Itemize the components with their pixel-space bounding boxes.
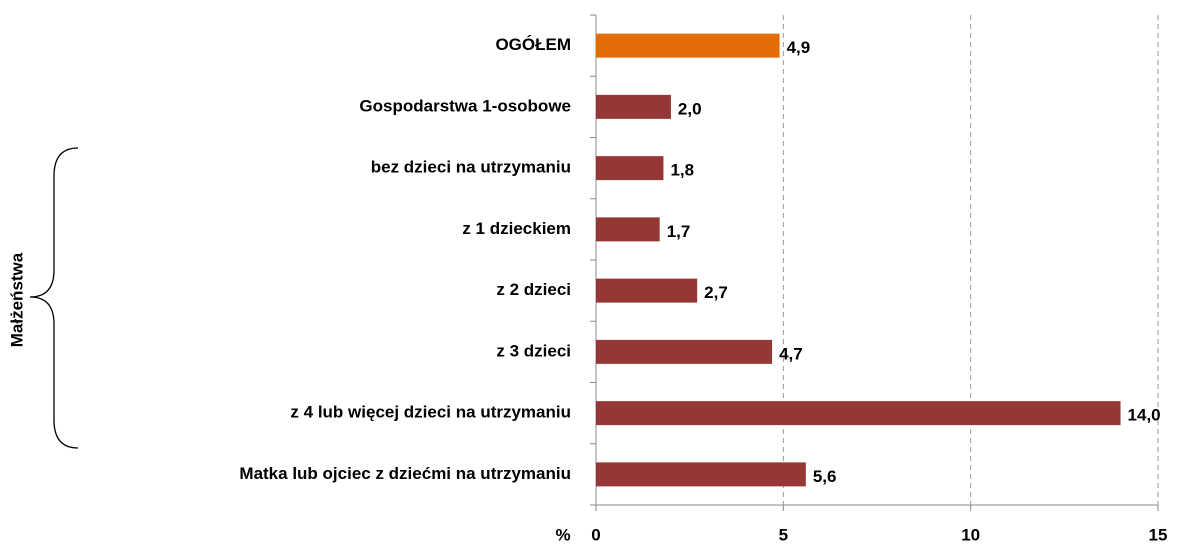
value-label: 1,7 [667, 222, 691, 241]
x-axis-label: % [555, 525, 570, 544]
bar [596, 217, 660, 242]
value-label: 1,8 [670, 161, 694, 180]
x-tick-label: 15 [1149, 525, 1168, 544]
y-tick-label: z 1 dzieckiem [462, 219, 571, 238]
x-tick-label: 5 [779, 525, 788, 544]
y-tick-label: z 4 lub więcej dzieci na utrzymaniu [290, 403, 571, 422]
bracket [29, 147, 79, 449]
x-tick-label: 10 [961, 525, 980, 544]
value-label: 2,0 [678, 99, 702, 118]
bar [596, 94, 671, 119]
annotation: Małżeństwa [7, 252, 26, 347]
y-tick-label: bez dzieci na utrzymaniu [371, 158, 571, 177]
y-tick-label: z 2 dzieci [496, 280, 571, 299]
bar [596, 156, 664, 181]
y-tick-label: Gospodarstwa 1-osobowe [359, 96, 571, 115]
bar [596, 339, 773, 364]
value-label: 5,6 [813, 467, 837, 486]
bar [596, 278, 698, 303]
y-tick-label: Matka lub ojciec z dziećmi na utrzymaniu [239, 464, 571, 483]
x-tick-label: 0 [591, 525, 600, 544]
y-tick-label: OGÓŁEM [495, 35, 571, 54]
bar [596, 462, 806, 487]
y-tick-label: z 3 dzieci [496, 341, 571, 360]
bar [596, 33, 780, 58]
value-label: 4,9 [787, 38, 811, 57]
value-label: 4,7 [779, 344, 803, 363]
value-label: 2,7 [704, 283, 728, 302]
bar [596, 401, 1121, 426]
value-label: 14,0 [1128, 406, 1161, 425]
